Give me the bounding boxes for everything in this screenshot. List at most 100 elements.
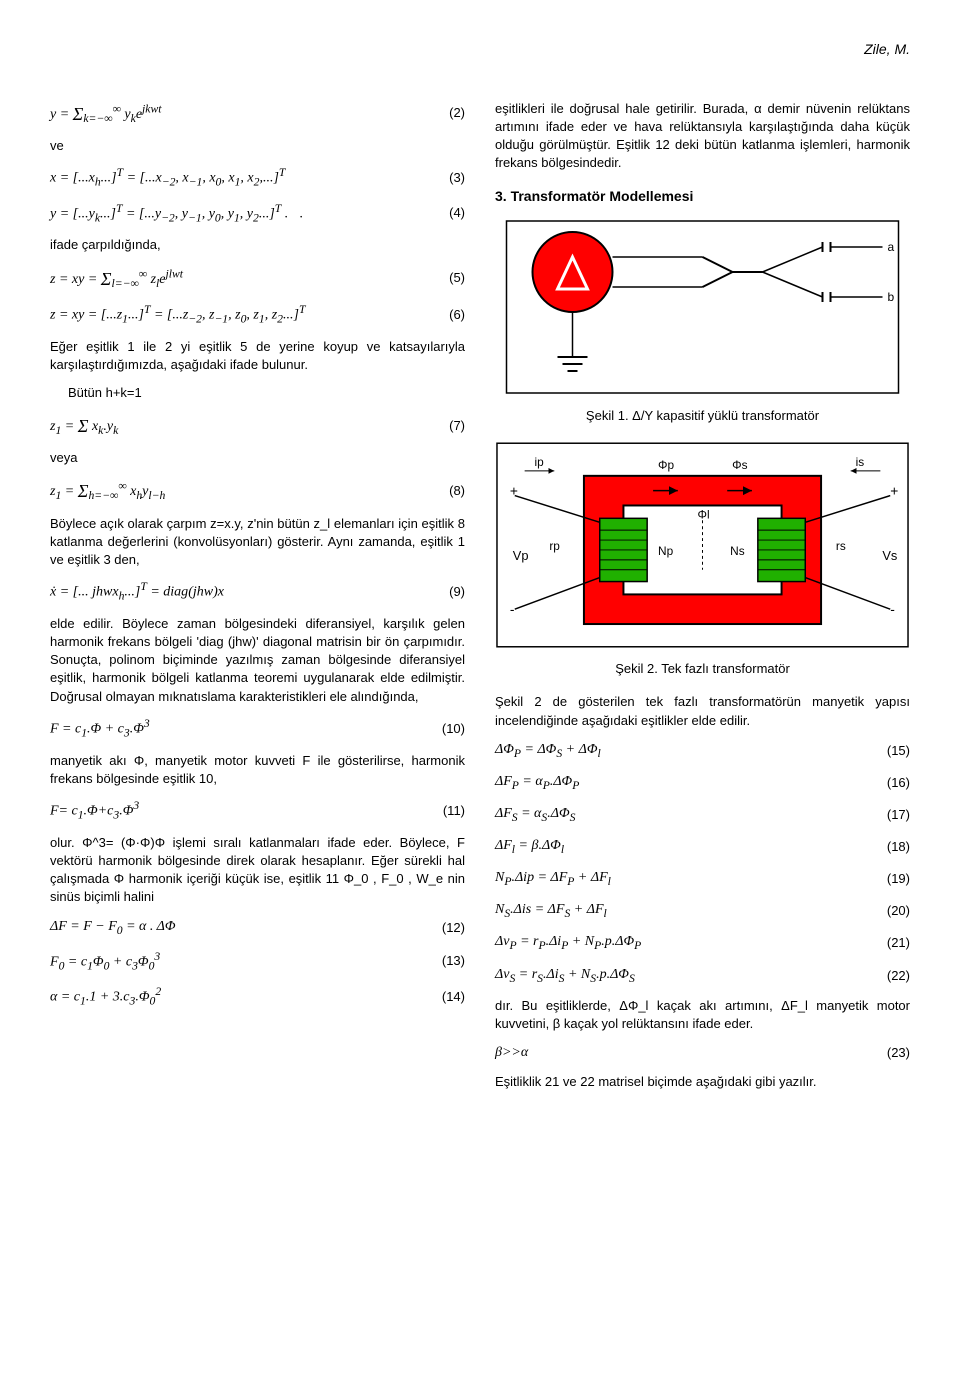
svg-text:Vs: Vs [882,548,897,563]
eq15-tex: ΔΦP = ΔΦS + ΔΦl [495,740,601,762]
text-ve: ve [50,137,465,155]
svg-text:-: - [510,601,515,617]
text-sekil2: Şekil 2 de gösterilen tek fazlı transfor… [495,693,910,729]
svg-text:+: + [890,483,898,499]
equation-14: α = c1.1 + 3.c3.Φ02 (14) [50,984,465,1010]
eq8-tex: z1 = Σh=−∞∞ xhyl−h [50,477,165,504]
eq19-tex: NP.Δip = ΔFP + ΔFl [495,868,611,890]
svg-text:a: a [888,240,895,254]
equation-20: NS.Δis = ΔFS + ΔFl (20) [495,900,910,922]
eq4-num: (4) [449,204,465,222]
equation-11: F= c1.Φ+c3.Φ3 (11) [50,798,465,824]
eq3-num: (3) [449,169,465,187]
eq15-num: (15) [887,742,910,760]
text-butun: Bütün h+k=1 [68,384,465,402]
eq8-num: (8) [449,482,465,500]
eq14-tex: α = c1.1 + 3.c3.Φ02 [50,984,161,1010]
text-veya: veya [50,449,465,467]
eq21-num: (21) [887,934,910,952]
figure-2: ip Φp Φs is Φl rp Np Ns rs Vp Vs + + - - [495,440,910,650]
eq11-num: (11) [443,802,465,820]
eq12-tex: ΔF = F − F0 = α . ΔΦ [50,917,176,939]
svg-text:rp: rp [549,539,560,553]
text-last: Eşitliklik 21 ve 22 matrisel biçimde aşa… [495,1073,910,1091]
text-ifade: ifade çarpıldığında, [50,236,465,254]
svg-text:-: - [890,601,895,617]
eq16-num: (16) [887,774,910,792]
eq3-tex: x = [...xh...]T = [...x−2, x−1, x0, x1, … [50,165,285,191]
equation-17: ΔFS = αS.ΔΦS (17) [495,804,910,826]
equation-15: ΔΦP = ΔΦS + ΔΦl (15) [495,740,910,762]
eq23-tex: β>>α [495,1043,528,1063]
eq5-tex: z = xy = Σl=−∞∞ zlejlwt [50,265,183,292]
equation-3: x = [...xh...]T = [...x−2, x−1, x0, x1, … [50,165,465,191]
header-author: Zile, M. [50,40,910,60]
eq19-num: (19) [887,870,910,888]
svg-text:Φl: Φl [698,507,710,521]
equation-10: F = c1.Φ + c3.Φ3 (10) [50,716,465,742]
eq22-tex: ΔvS = rS.ΔiS + NS.p.ΔΦS [495,965,635,987]
eq12-num: (12) [442,919,465,937]
eq10-tex: F = c1.Φ + c3.Φ3 [50,716,150,742]
svg-text:Ns: Ns [730,544,745,558]
equation-19: NP.Δip = ΔFP + ΔFl (19) [495,868,910,890]
svg-text:b: b [888,290,895,304]
equation-12: ΔF = F − F0 = α . ΔΦ (12) [50,917,465,939]
content-columns: y = Σk=−∞∞ ykejkwt (2) ve x = [...xh...]… [50,90,910,1101]
equation-16: ΔFP = αP.ΔΦP (16) [495,772,910,794]
eq17-tex: ΔFS = αS.ΔΦS [495,804,575,826]
eq13-num: (13) [442,952,465,970]
eq4-tex: y = [...yk...]T = [...y−2, y−1, y0, y1, … [50,201,307,227]
text-eger: Eğer eşitlik 1 ile 2 yi eşitlik 5 de yer… [50,338,465,374]
eq18-num: (18) [887,838,910,856]
equation-4: y = [...yk...]T = [...y−2, y−1, y0, y1, … [50,201,465,227]
svg-text:Vp: Vp [513,548,529,563]
svg-text:Np: Np [658,544,674,558]
eq7-tex: z1 = Σ xk.yk [50,412,118,439]
eq22-num: (22) [887,967,910,985]
text-elde: elde edilir. Böylece zaman bölgesindeki … [50,615,465,706]
eq18-tex: ΔFl = β.ΔΦl [495,836,564,858]
eq6-num: (6) [449,306,465,324]
equation-9: ẋ = [... jhwxh...]T = diag(jhw)x (9) [50,579,465,605]
equation-13: F0 = c1Φ0 + c3Φ03 (13) [50,949,465,975]
text-dir: dır. Bu eşitliklerde, ΔΦ_l kaçak akı art… [495,997,910,1033]
equation-18: ΔFl = β.ΔΦl (18) [495,836,910,858]
eq20-tex: NS.Δis = ΔFS + ΔFl [495,900,607,922]
eq20-num: (20) [887,902,910,920]
equation-21: ΔvP = rP.ΔiP + NP.p.ΔΦP (21) [495,932,910,954]
equation-5: z = xy = Σl=−∞∞ zlejlwt (5) [50,265,465,292]
eq21-tex: ΔvP = rP.ΔiP + NP.p.ΔΦP [495,932,641,954]
equation-7: z1 = Σ xk.yk (7) [50,412,465,439]
equation-8: z1 = Σh=−∞∞ xhyl−h (8) [50,477,465,504]
svg-text:rs: rs [836,539,846,553]
eq5-num: (5) [449,269,465,287]
equation-2: y = Σk=−∞∞ ykejkwt (2) [50,100,465,127]
figure-2-caption: Şekil 2. Tek fazlı transformatör [495,660,910,678]
equation-23: β>>α (23) [495,1043,910,1063]
right-column: eşitlikleri ile doğrusal hale getirilir.… [495,90,910,1101]
eq2-num: (2) [449,104,465,122]
text-boylece: Böylece açık olarak çarpım z=x.y, z'nin … [50,515,465,570]
svg-text:Φp: Φp [658,458,674,472]
eq7-num: (7) [449,417,465,435]
equation-6: z = xy = [...z1...]T = [...z−2, z−1, z0,… [50,302,465,328]
eq14-num: (14) [442,988,465,1006]
eq6-tex: z = xy = [...z1...]T = [...z−2, z−1, z0,… [50,302,305,328]
eq16-tex: ΔFP = αP.ΔΦP [495,772,579,794]
fig2-label-ip: ip [535,455,545,469]
svg-text:is: is [856,455,865,469]
eq9-tex: ẋ = [... jhwxh...]T = diag(jhw)x [50,579,224,605]
svg-text:Φs: Φs [732,458,747,472]
eq9-num: (9) [449,583,465,601]
text-manyetik: manyetik akı Φ, manyetik motor kuvveti F… [50,752,465,788]
text-esitlikleri: eşitlikleri ile doğrusal hale getirilir.… [495,100,910,173]
eq2-tex: y = Σk=−∞∞ ykejkwt [50,100,161,127]
eq11-tex: F= c1.Φ+c3.Φ3 [50,798,139,824]
figure-1-caption: Şekil 1. Δ/Y kapasitif yüklü transformat… [495,407,910,425]
eq10-num: (10) [442,720,465,738]
left-column: y = Σk=−∞∞ ykejkwt (2) ve x = [...xh...]… [50,90,465,1101]
eq23-num: (23) [887,1044,910,1062]
section-3-title: 3. Transformatör Modellemesi [495,187,910,207]
text-olur: olur. Φ^3= (Φ·Φ)Φ işlemi sıralı katlanma… [50,834,465,907]
